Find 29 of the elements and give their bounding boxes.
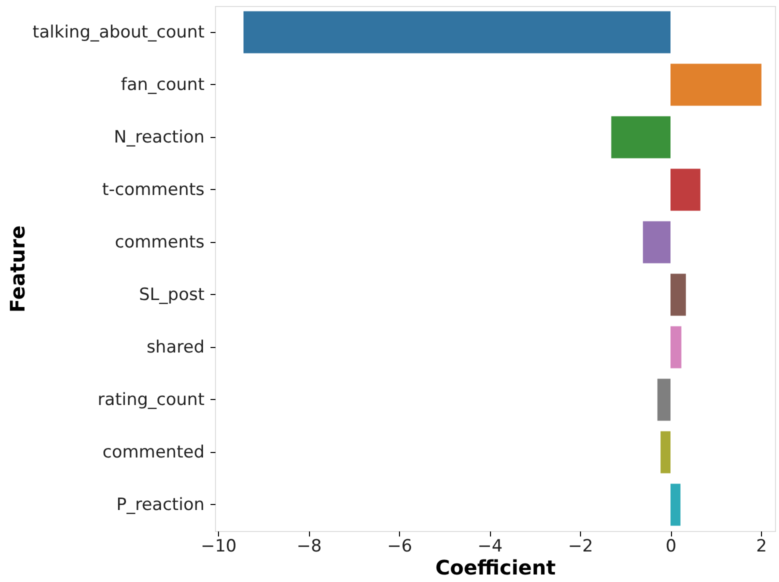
y-tick-label: N_reaction — [114, 127, 204, 148]
x-tick-label: 2 — [756, 536, 767, 556]
bar — [244, 11, 671, 54]
y-tick-label: comments — [114, 232, 205, 252]
y-axis-title: Feature — [6, 225, 30, 313]
bar — [670, 484, 680, 526]
x-tick-label: −10 — [200, 536, 237, 556]
y-tick-label: talking_about_count — [32, 22, 205, 42]
x-tick-label: −4 — [478, 536, 503, 556]
y-tick-label: commented — [102, 442, 204, 462]
bar — [611, 116, 671, 158]
bar — [670, 274, 686, 316]
bar — [660, 431, 671, 474]
bar — [657, 378, 671, 421]
x-tick-label: −2 — [568, 536, 594, 556]
x-tick-label: −6 — [387, 536, 412, 556]
bar — [670, 326, 682, 368]
x-tick-label: −8 — [296, 536, 322, 556]
y-tick-label: SL_post — [139, 284, 205, 305]
bar — [670, 168, 700, 211]
y-tick-label: t-comments — [102, 180, 205, 200]
x-tick-label: 0 — [666, 536, 676, 556]
bar — [642, 221, 671, 264]
y-tick-label: shared — [146, 337, 204, 358]
y-tick-label: P_reaction — [116, 494, 204, 515]
bar — [670, 64, 762, 106]
y-tick-label: fan_count — [120, 74, 205, 95]
x-axis-title: Coefficient — [435, 556, 556, 580]
y-tick-label: rating_count — [98, 390, 205, 410]
